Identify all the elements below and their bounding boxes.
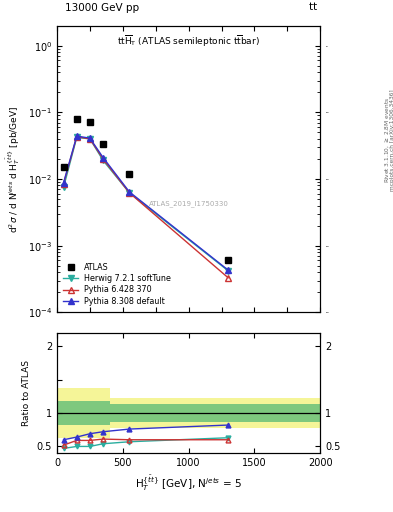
Pythia 6.428 370 <box>74 134 79 140</box>
Y-axis label: Ratio to ATLAS: Ratio to ATLAS <box>22 360 31 426</box>
Line: Herwig 7.2.1 softTune: Herwig 7.2.1 softTune <box>61 135 231 273</box>
ATLAS <box>61 164 66 170</box>
ATLAS <box>226 258 231 264</box>
Herwig 7.2.1 softTune <box>127 190 132 196</box>
Pythia 8.308 default <box>88 135 92 141</box>
ATLAS <box>101 141 105 147</box>
ATLAS <box>88 119 92 125</box>
Pythia 8.308 default <box>74 133 79 139</box>
X-axis label: H$_T^{\{{\bar{t}}t\}}$ [GeV], N$^{jets}$ = 5: H$_T^{\{{\bar{t}}t\}}$ [GeV], N$^{jets}$… <box>135 474 242 493</box>
Line: ATLAS: ATLAS <box>61 116 231 264</box>
Pythia 6.428 370 <box>61 181 66 187</box>
Herwig 7.2.1 softTune <box>101 157 105 163</box>
Herwig 7.2.1 softTune <box>61 184 66 190</box>
Text: mcplots.cern.ch [arXiv:1306.3436]: mcplots.cern.ch [arXiv:1306.3436] <box>390 90 393 191</box>
Pythia 8.308 default <box>226 267 231 273</box>
Line: Pythia 8.308 default: Pythia 8.308 default <box>61 133 231 273</box>
Legend: ATLAS, Herwig 7.2.1 softTune, Pythia 6.428 370, Pythia 8.308 default: ATLAS, Herwig 7.2.1 softTune, Pythia 6.4… <box>61 260 174 308</box>
Pythia 6.428 370 <box>226 274 231 281</box>
Line: Pythia 6.428 370: Pythia 6.428 370 <box>61 134 231 281</box>
Pythia 6.428 370 <box>101 156 105 162</box>
Herwig 7.2.1 softTune <box>74 134 79 140</box>
Herwig 7.2.1 softTune <box>88 136 92 142</box>
Pythia 8.308 default <box>61 180 66 186</box>
ATLAS <box>127 170 132 177</box>
Text: t$\bar{\rm t}$: t$\bar{\rm t}$ <box>308 0 318 13</box>
ATLAS <box>74 116 79 122</box>
Pythia 6.428 370 <box>88 136 92 142</box>
Pythia 8.308 default <box>127 189 132 195</box>
Pythia 8.308 default <box>101 155 105 161</box>
Text: 13000 GeV pp: 13000 GeV pp <box>65 3 139 13</box>
Pythia 6.428 370 <box>127 190 132 196</box>
Text: Rivet 3.1.10, $\geq$ 2.8M events: Rivet 3.1.10, $\geq$ 2.8M events <box>383 97 391 183</box>
Text: tt$\overline{\rm H}_T$ (ATLAS semileptonic t$\overline{\rm t}$bar): tt$\overline{\rm H}_T$ (ATLAS semilepton… <box>117 34 260 50</box>
Text: ATLAS_2019_I1750330: ATLAS_2019_I1750330 <box>149 200 229 207</box>
Y-axis label: d$^2\sigma$ / d N$^{jets}$ d H$_T^{\{{\bar{t}}t\}}$ [pb/GeV]: d$^2\sigma$ / d N$^{jets}$ d H$_T^{\{{\b… <box>5 105 22 232</box>
Herwig 7.2.1 softTune <box>226 268 231 274</box>
